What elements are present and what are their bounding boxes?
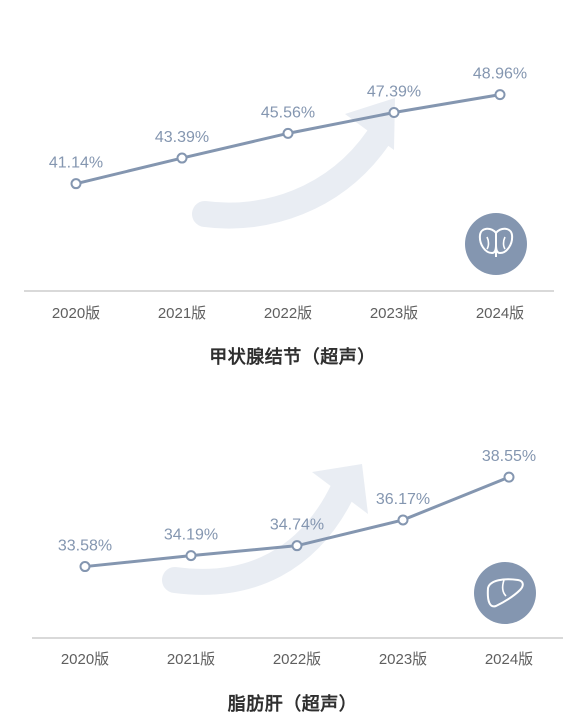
data-point: [388, 107, 400, 119]
data-point: [503, 471, 515, 483]
x-tick-label: 2024版: [476, 305, 524, 322]
liver-badge: [474, 562, 536, 624]
x-tick-label: 2024版: [485, 651, 533, 668]
chart-title-fatty-liver: 脂肪肝（超声）: [227, 694, 358, 714]
x-tick-label: 2020版: [52, 305, 100, 322]
data-label: 34.74%: [270, 517, 324, 534]
data-label: 41.14%: [49, 155, 103, 172]
data-label: 36.17%: [376, 491, 430, 508]
chart-title-thyroid: 甲状腺结节（超声）: [209, 347, 376, 367]
liver-icon: [486, 578, 524, 608]
data-label: 47.39%: [367, 84, 421, 101]
data-label: 33.58%: [58, 538, 112, 555]
trend-arrow: [192, 98, 395, 229]
chart-panel-thyroid: 41.14% 2020版 43.39% 2021版 45.56% 2022版 47.39% 2…: [24, 66, 554, 367]
data-label: 34.19%: [164, 527, 218, 544]
x-tick-label: 2022版: [273, 651, 321, 668]
x-tick-label: 2023版: [370, 305, 418, 322]
data-point: [397, 514, 409, 526]
data-point: [176, 152, 188, 164]
data-point: [291, 540, 303, 552]
data-point: [494, 89, 506, 101]
data-point: [185, 550, 197, 562]
data-point: [282, 127, 294, 139]
x-tick-label: 2023版: [379, 651, 427, 668]
data-label: 48.96%: [473, 66, 527, 83]
data-label: 43.39%: [155, 129, 209, 146]
line-chart-thyroid: 41.14% 2020版 43.39% 2021版 45.56% 2022版 47.39% 2…: [24, 66, 554, 322]
data-label: 38.55%: [482, 448, 536, 465]
thyroid-icon: [478, 227, 514, 257]
x-tick-label: 2021版: [158, 305, 206, 322]
trend-arrow: [162, 464, 368, 595]
data-point: [70, 178, 82, 190]
data-label: 45.56%: [261, 104, 315, 121]
chart-panel-fatty-liver: 33.58% 2020版 34.19% 2021版 34.74% 2022版 36.17% 2…: [0, 380, 585, 727]
data-point: [79, 561, 91, 573]
thyroid-badge: [465, 213, 527, 275]
line-chart-fatty-liver: 33.58% 2020版 34.19% 2021版 34.74% 2022版 36.17% 2…: [32, 448, 563, 668]
x-tick-label: 2021版: [167, 651, 215, 668]
x-tick-label: 2020版: [61, 651, 109, 668]
x-tick-label: 2022版: [264, 305, 312, 322]
